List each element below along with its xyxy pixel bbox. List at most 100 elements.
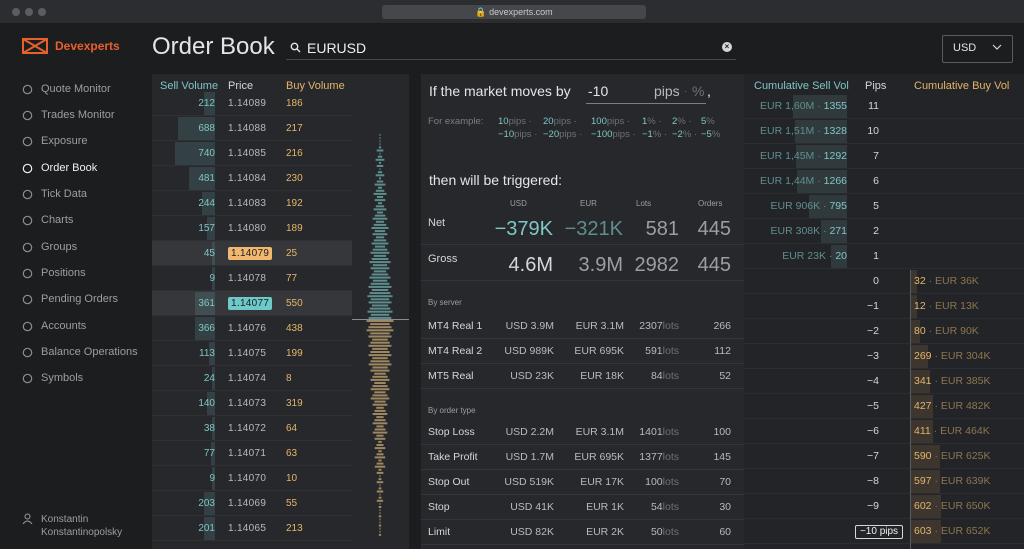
example-pos-4[interactable]: 2% ·	[672, 116, 692, 127]
user-profile[interactable]: Konstantin Konstantinopolsky	[22, 513, 122, 539]
nav-item-tick-data[interactable]: Tick Data	[22, 185, 87, 203]
example-pos-5[interactable]: 5%	[701, 116, 715, 127]
cumulative-row[interactable]: −2 80 · EUR 90K	[744, 319, 1024, 344]
order-book-row[interactable]: 9 1.14070 10	[152, 466, 352, 491]
price[interactable]: 1.14073	[228, 398, 267, 409]
close-window-icon[interactable]	[12, 8, 20, 16]
unit-percent-toggle[interactable]: %	[692, 83, 705, 99]
nav-item-groups[interactable]: Groups	[22, 238, 77, 256]
price[interactable]: 1.14065	[228, 523, 267, 534]
cumulative-row[interactable]: EUR 906K · 795 5	[744, 194, 1024, 219]
example-neg-5[interactable]: −5%	[701, 129, 720, 140]
order-book-row[interactable]: 740 1.14085 216	[152, 141, 352, 166]
nav-item-order-book[interactable]: Order Book	[22, 159, 97, 177]
cumulative-row[interactable]: −3 269 · EUR 304K	[744, 344, 1024, 369]
servers-row[interactable]: MT5 Real USD 23K EUR 18K 84lots 52	[421, 364, 744, 389]
address-bar[interactable]: 🔒 devexperts.com	[382, 5, 646, 19]
price[interactable]: 1.14089	[228, 98, 267, 109]
cumulative-row[interactable]: −4 341 · EUR 385K	[744, 369, 1024, 394]
nav-item-trades-monitor[interactable]: Trades Monitor	[22, 106, 115, 124]
cumulative-row[interactable]: −8 597 · EUR 639K	[744, 469, 1024, 494]
example-neg-2[interactable]: −100pips ·	[591, 129, 636, 140]
col-sell-volume[interactable]: Sell Volume	[160, 80, 219, 92]
maximize-window-icon[interactable]	[38, 8, 46, 16]
price[interactable]: 1.14083	[228, 198, 267, 209]
price[interactable]: 1.14085	[228, 148, 267, 159]
cumulative-row[interactable]: −9 602 · EUR 650K	[744, 494, 1024, 519]
price[interactable]: 1.14074	[228, 373, 267, 384]
price[interactable]: 1.14080	[228, 223, 267, 234]
nav-item-charts[interactable]: Charts	[22, 211, 73, 229]
example-neg-1[interactable]: −20pips ·	[543, 129, 582, 140]
order-book-row[interactable]: 77 1.14071 63	[152, 441, 352, 466]
nav-item-quote-monitor[interactable]: Quote Monitor	[22, 80, 111, 98]
unit-pips-toggle[interactable]: pips	[654, 83, 680, 99]
cumulative-row[interactable]: EUR 308K · 271 2	[744, 219, 1024, 244]
types-row[interactable]: Stop Loss USD 2.2M EUR 3.1M 1401lots 100	[421, 420, 744, 445]
price[interactable]: 1.14072	[228, 423, 267, 434]
col-cum-sell[interactable]: Cumulative Sell Vol	[754, 80, 849, 92]
order-book-row[interactable]: 688 1.14088 217	[152, 116, 352, 141]
price[interactable]: 1.14075	[228, 348, 267, 359]
price[interactable]: 1.14079	[228, 241, 273, 266]
order-book-row[interactable]: 9 1.14078 77	[152, 266, 352, 291]
nav-item-positions[interactable]: Positions	[22, 264, 86, 282]
example-neg-3[interactable]: −1% ·	[642, 129, 667, 140]
cumulative-row[interactable]: EUR 23K · 20 1	[744, 244, 1024, 269]
order-book-row[interactable]: 244 1.14083 192	[152, 191, 352, 216]
cumulative-row[interactable]: −1 12 · EUR 13K	[744, 294, 1024, 319]
col-pips[interactable]: Pips	[865, 80, 887, 92]
price[interactable]: 1.14070	[228, 473, 267, 484]
col-cum-buy[interactable]: Cumulative Buy Vol	[914, 80, 1010, 92]
example-pos-0[interactable]: 10pips ·	[498, 116, 532, 127]
price[interactable]: 1.14078	[228, 273, 267, 284]
types-row[interactable]: Stop Out USD 519K EUR 17K 100lots 70	[421, 470, 744, 495]
minimize-window-icon[interactable]	[25, 8, 33, 16]
price[interactable]: 1.14076	[228, 323, 267, 334]
cumulative-row[interactable]: −6 411 · EUR 464K	[744, 419, 1024, 444]
clear-search-icon[interactable]: ×	[722, 42, 732, 52]
nav-item-exposure[interactable]: Exposure	[22, 132, 87, 150]
order-book-row[interactable]: 203 1.14069 55	[152, 491, 352, 516]
price[interactable]: 1.14069	[228, 498, 267, 509]
example-neg-0[interactable]: −10pips ·	[498, 129, 537, 140]
order-book-row[interactable]: 140 1.14073 319	[152, 391, 352, 416]
example-pos-3[interactable]: 1% ·	[642, 116, 662, 127]
types-row[interactable]: Stop USD 41K EUR 1K 54lots 30	[421, 495, 744, 520]
cumulative-row[interactable]: −5 427 · EUR 482K	[744, 394, 1024, 419]
cumulative-row[interactable]: EUR 1,44M · 1266 6	[744, 169, 1024, 194]
order-book-row[interactable]: 38 1.14072 64	[152, 416, 352, 441]
cumulative-row[interactable]: EUR 1,45M · 1292 7	[744, 144, 1024, 169]
cumulative-row[interactable]: −10 pips 603 · EUR 652K	[744, 519, 1024, 544]
cumulative-row[interactable]: EUR 1,51M · 1328 10	[744, 119, 1024, 144]
nav-item-accounts[interactable]: Accounts	[22, 317, 86, 335]
col-buy-volume[interactable]: Buy Volume	[286, 80, 345, 92]
example-neg-4[interactable]: −2% ·	[672, 129, 697, 140]
order-book-row[interactable]: 361 1.14077 550	[152, 291, 352, 316]
order-book-row[interactable]: 24 1.14074 8	[152, 366, 352, 391]
brand-logo[interactable]: Devexperts	[22, 38, 120, 54]
cumulative-row[interactable]: −7 590 · EUR 625K	[744, 444, 1024, 469]
types-row[interactable]: Take Profit USD 1.7M EUR 695K 1377lots 145	[421, 445, 744, 470]
cumulative-row[interactable]: EUR 1,60M · 1355 11	[744, 94, 1024, 119]
price[interactable]: 1.14088	[228, 123, 267, 134]
price[interactable]: 1.14077	[228, 291, 273, 316]
order-book-row[interactable]: 212 1.14089 186	[152, 91, 352, 116]
pips-input[interactable]: -10 pips · %	[586, 80, 706, 104]
price[interactable]: 1.14071	[228, 448, 267, 459]
order-book-row[interactable]: 113 1.14075 199	[152, 341, 352, 366]
example-pos-2[interactable]: 100pips ·	[591, 116, 630, 127]
order-book-row[interactable]: 366 1.14076 438	[152, 316, 352, 341]
servers-row[interactable]: MT4 Real 2 USD 989K EUR 695K 591lots 112	[421, 339, 744, 364]
order-book-row[interactable]: 157 1.14080 189	[152, 216, 352, 241]
currency-select[interactable]: USD	[942, 35, 1013, 63]
order-book-row[interactable]: 481 1.14084 230	[152, 166, 352, 191]
order-book-row[interactable]: 45 1.14079 25	[152, 241, 352, 266]
nav-item-symbols[interactable]: Symbols	[22, 369, 83, 387]
order-book-row[interactable]: 201 1.14065 213	[152, 516, 352, 541]
servers-row[interactable]: MT4 Real 1 USD 3.9M EUR 3.1M 2307lots 266	[421, 314, 744, 339]
cumulative-row[interactable]: 0 32 · EUR 36K	[744, 269, 1024, 294]
nav-item-balance-operations[interactable]: Balance Operations	[22, 343, 138, 361]
price[interactable]: 1.14084	[228, 173, 267, 184]
nav-item-pending-orders[interactable]: Pending Orders	[22, 290, 118, 308]
